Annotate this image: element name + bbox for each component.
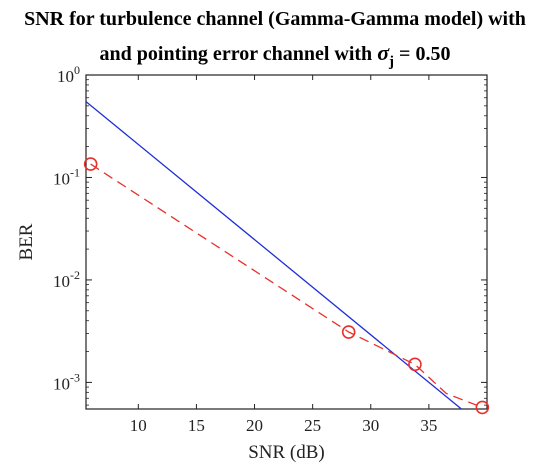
data-marker bbox=[83, 157, 98, 171]
solid-series-line bbox=[85, 101, 462, 410]
series-layer bbox=[83, 101, 490, 415]
chart-title-suffix: = 0.50 bbox=[399, 43, 451, 65]
x-axis-label: SNR (dB) bbox=[248, 442, 325, 463]
x-tick-label: 20 bbox=[246, 416, 263, 435]
dashed-series-line bbox=[90, 163, 483, 409]
data-marker bbox=[408, 357, 422, 372]
x-tick-label: 30 bbox=[362, 416, 379, 435]
sigma-subscript: j bbox=[389, 54, 395, 70]
plot-area bbox=[85, 74, 488, 410]
data-marker bbox=[341, 325, 356, 339]
chart-title-line-2: and pointing error channel with σj = 0.5… bbox=[0, 40, 550, 70]
y-tick-label: 10-3 bbox=[53, 370, 80, 393]
y-tick-label: 10-1 bbox=[53, 165, 80, 188]
chart-title-prefix: and pointing error channel with bbox=[99, 43, 373, 65]
y-tick-label: 100 bbox=[57, 63, 80, 86]
x-tick-label: 15 bbox=[188, 416, 205, 435]
x-tick-label: 35 bbox=[420, 416, 437, 435]
y-tick-label: 10-2 bbox=[53, 268, 80, 291]
chart-title-line-1: SNR for turbulence channel (Gamma-Gamma … bbox=[24, 8, 526, 30]
x-tick-label: 25 bbox=[304, 416, 321, 435]
sigma-symbol: σ bbox=[377, 40, 390, 65]
y-axis-label: BER bbox=[16, 223, 37, 260]
x-tick-label: 10 bbox=[130, 416, 147, 435]
y-axis: 10-3 10-2 10-1 100 bbox=[53, 63, 487, 406]
data-marker bbox=[475, 400, 490, 415]
x-axis: 10 15 20 25 30 35 bbox=[130, 75, 437, 435]
